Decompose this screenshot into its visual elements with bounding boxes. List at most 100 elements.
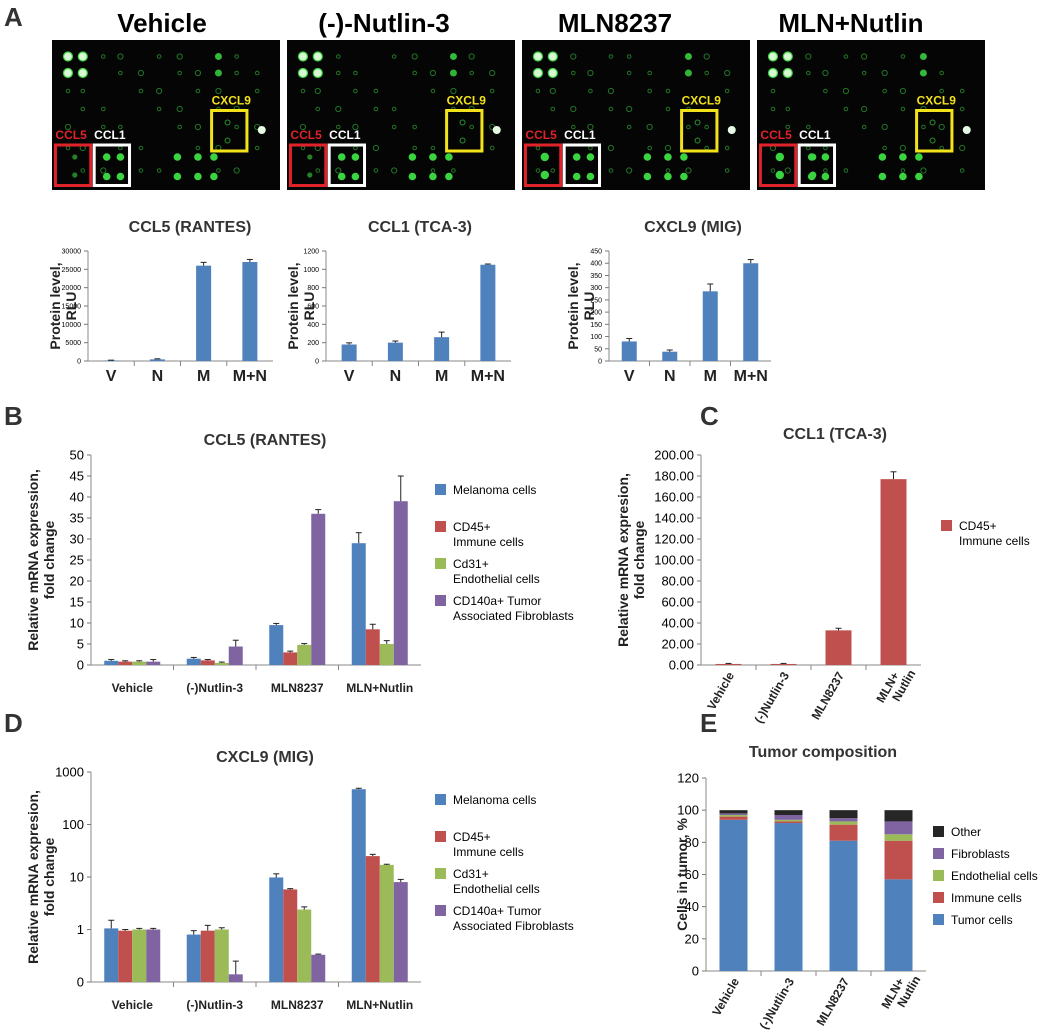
y-axis-label-line: Protein level, (285, 262, 301, 349)
bright-spot (572, 153, 581, 161)
array-spot (899, 144, 907, 152)
bright-spot (257, 126, 266, 134)
bar-cd31-endothelial-cells (132, 661, 147, 665)
ccl1-box (562, 143, 602, 187)
array-spot (785, 106, 791, 112)
panel-label-d: D (4, 708, 23, 738)
array-spot (469, 70, 474, 76)
array-spot (254, 70, 260, 76)
bright-spot (664, 153, 672, 161)
y-tick-label: 0 (77, 359, 81, 366)
y-tick-label: 0 (77, 658, 84, 673)
bar-tumor-cells (719, 819, 748, 971)
ccl1-box (92, 143, 132, 187)
x-tick-label: Vehicle (112, 998, 154, 1012)
y-tick-label: 300 (590, 285, 602, 292)
blot-3: CCL5 CCL1 CXCL9 (757, 40, 985, 190)
x-tick-label: (-)Nutlin-3 (186, 681, 243, 695)
array-spot (336, 54, 341, 59)
bright-spot (408, 153, 417, 161)
legend-label: CD140a+ Tumor (453, 594, 541, 608)
blot-2: CCL5 CCL1 CXCL9 (522, 40, 750, 190)
y-axis-label: Cells in tumor, % (674, 818, 690, 931)
x-tick-label: Vehicle (112, 681, 154, 695)
array-spot (195, 145, 201, 151)
bright-spot (351, 153, 360, 161)
blot-title-vehicle: Vehicle (117, 8, 207, 38)
x-tick-label: (-)Nutlin-3 (752, 669, 793, 725)
control-spot (767, 67, 779, 79)
array-spot (117, 53, 124, 60)
y-axis-label-line: Protein level, (47, 262, 63, 349)
array-spot (843, 54, 849, 59)
control-spot (449, 69, 457, 77)
bright-spot (680, 172, 688, 181)
chart-a-ccl5-protein: CCL5 (RANTES) 0 5000 10000 15000 20000 25000 30… (47, 219, 273, 385)
x-tick-label: MLN+Nutlin (873, 661, 918, 712)
y-tick-label: 10000 (62, 322, 82, 329)
array-spot (177, 70, 182, 76)
bright-spot (572, 172, 581, 181)
array-spot (352, 123, 359, 131)
ccl1-spot (809, 171, 817, 179)
x-tick-label: V (344, 368, 355, 385)
control-spot (62, 51, 74, 62)
blot-title-nutlin: (-)-Nutlin-3 (318, 8, 449, 38)
ccl1-box (327, 143, 367, 187)
array-spot (939, 70, 944, 76)
bar-cd45-immune-cells (715, 663, 742, 665)
y-tick-label: 800 (307, 285, 319, 292)
array-spot (607, 144, 615, 152)
array-spot (156, 168, 162, 173)
legend-label: Fibroblasts (951, 847, 1010, 861)
y-tick-label: 160.00 (654, 490, 694, 505)
bar-other (829, 810, 858, 819)
y-tick-label: 30 (70, 532, 84, 547)
control-spot (919, 69, 927, 77)
y-tick-label: 450 (590, 249, 602, 256)
cxcl9-spot (459, 137, 466, 144)
bright-spot (351, 172, 360, 181)
y-tick-label: 40 (685, 899, 699, 914)
bar-fibroblasts (774, 814, 803, 820)
ccl1-box-label: CCL1 (799, 128, 831, 142)
control-spot (214, 53, 222, 60)
y-axis-label: Relative mRNA expression,fold change (25, 469, 57, 651)
legend-label: Immune cells (959, 534, 1030, 548)
bar-fibroblasts (719, 813, 748, 815)
array-spot (489, 145, 495, 151)
chart-a-ccl1-protein: CCL1 (TCA-3)020040060080010001200Protein… (285, 219, 511, 385)
array-spot (685, 167, 692, 174)
chart-a-cxcl9-protein: CXCL9 (MIG) 0 50 100 150 200 250 300 350 400 450 Pr… (565, 219, 771, 385)
array-spot (489, 69, 496, 77)
x-tick-label: M (197, 368, 210, 385)
chart-b-ccl5-mrna: CCL5 (RANTES) 0 5 10 15 20 25 30 35 40 45 50 Relativ… (25, 432, 574, 695)
array-spot (450, 87, 457, 95)
y-tick-label: 15 (70, 595, 84, 610)
panel-label-b: B (4, 401, 23, 431)
array-spot (138, 88, 144, 94)
array-spot (335, 105, 342, 113)
bright-spot (210, 153, 218, 161)
legend-label: Endothelial cells (951, 869, 1038, 883)
x-tick-label: M+N (233, 368, 267, 385)
x-tick-label: Vehicle (704, 669, 737, 712)
x-tick-label: (-)Nutlin-3 (186, 998, 243, 1012)
array-spot (176, 105, 183, 113)
bright-spot (337, 172, 346, 181)
y-tick-label: 350 (590, 273, 602, 280)
y-tick-label: 60 (685, 867, 699, 882)
y-tick-label: 1 (77, 922, 84, 937)
array-spot (195, 88, 201, 94)
array-spot (843, 106, 849, 112)
bar-protein (341, 344, 357, 361)
y-axis-label-line: Relative mRNA expresion, (615, 473, 631, 647)
array-spot (194, 123, 202, 131)
array-spot (299, 123, 307, 131)
control-spot (684, 69, 692, 77)
panel-label-e: E (700, 708, 717, 738)
y-tick-label: 600 (307, 304, 319, 311)
array-spot (137, 69, 145, 77)
bar-cd140a-tumor-associated-fibroblasts (146, 661, 161, 665)
y-axis-label-line: fold change (41, 521, 57, 600)
